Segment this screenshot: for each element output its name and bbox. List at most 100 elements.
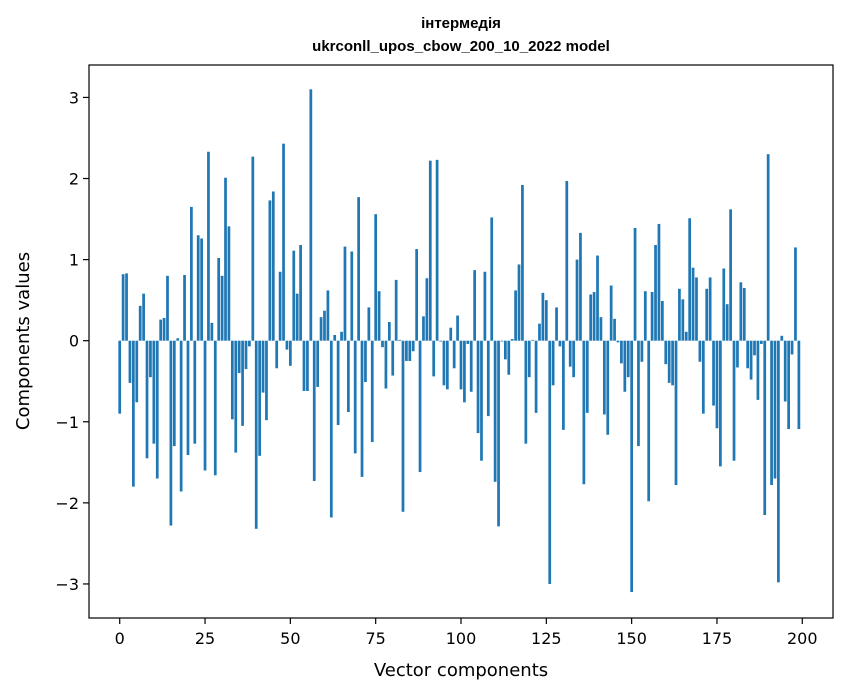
bar (217, 257, 221, 341)
bar (350, 251, 354, 341)
bar (493, 340, 497, 482)
bar (367, 307, 371, 341)
bar (783, 340, 787, 402)
bar (466, 340, 470, 344)
bar (725, 304, 729, 341)
y-tick-label: −2 (55, 494, 79, 513)
bar (565, 180, 569, 341)
bar (688, 218, 692, 341)
bar (517, 264, 521, 341)
bar (302, 340, 306, 391)
bar (504, 340, 507, 360)
bar (316, 340, 320, 387)
bar (258, 340, 262, 456)
bar (128, 340, 132, 383)
bar (401, 340, 405, 512)
bar (620, 340, 623, 364)
bar (541, 292, 545, 341)
bar (643, 291, 647, 341)
bar (452, 340, 456, 369)
bar (319, 317, 323, 341)
bar (527, 340, 531, 378)
bar (155, 340, 159, 479)
bar (193, 340, 197, 444)
bar (770, 340, 773, 486)
bar (190, 206, 193, 341)
bar (582, 340, 586, 485)
bar (575, 259, 579, 341)
y-tick-label: 2 (69, 170, 79, 189)
bar (271, 191, 275, 341)
bar (135, 340, 139, 403)
bar (347, 340, 350, 413)
bar (602, 340, 606, 415)
bar (237, 340, 241, 374)
bar (469, 340, 473, 392)
bar (736, 340, 739, 368)
bar (753, 340, 756, 356)
bar (712, 340, 715, 406)
bar (213, 340, 217, 476)
bar (251, 156, 255, 341)
bar (159, 319, 163, 341)
y-axis-label: Components values (13, 252, 34, 430)
bar (142, 293, 145, 341)
bar (599, 317, 603, 341)
bar (445, 340, 449, 390)
y-tick-label: 3 (69, 88, 79, 107)
bar (568, 340, 572, 367)
bar (387, 322, 391, 341)
x-tick-label: 0 (115, 629, 125, 648)
bar (790, 340, 794, 355)
bar (241, 340, 244, 426)
bar (678, 288, 681, 341)
bar (432, 340, 436, 377)
bar (510, 339, 514, 341)
bar (773, 340, 777, 479)
bar (295, 293, 299, 341)
bar (183, 275, 186, 341)
bar (521, 185, 524, 341)
bar (715, 340, 719, 429)
bar (336, 340, 340, 426)
bar (132, 340, 135, 487)
bar (285, 340, 289, 350)
bar (592, 292, 596, 341)
bar (705, 288, 709, 341)
y-tick-label: −1 (55, 413, 79, 432)
bar (224, 177, 227, 341)
bar (596, 255, 599, 341)
x-axis: 0 25 50 75 100 125 150 175 200 (115, 618, 818, 648)
bar (343, 246, 347, 341)
bar (418, 340, 422, 473)
bar (558, 340, 562, 347)
bar (425, 278, 429, 341)
bar (514, 290, 517, 341)
bar (364, 340, 367, 383)
bar (244, 340, 248, 370)
bar (606, 340, 610, 435)
bar (650, 292, 654, 341)
bar (203, 340, 207, 471)
bar (497, 340, 500, 527)
bar (138, 305, 142, 341)
bar (265, 340, 268, 421)
bar (531, 339, 535, 341)
bar (230, 340, 234, 420)
bar (486, 340, 490, 417)
bar (261, 340, 265, 393)
bar (722, 268, 726, 341)
bar (210, 322, 214, 341)
bar (623, 340, 627, 392)
bar (660, 300, 664, 341)
bar (695, 277, 698, 341)
bar (480, 340, 483, 461)
bar (500, 340, 504, 342)
bar (288, 340, 292, 366)
bar (579, 232, 582, 341)
bar (254, 340, 258, 529)
x-tick-label: 100 (446, 629, 477, 648)
bar (309, 89, 313, 341)
bar (671, 340, 674, 386)
bar (411, 340, 415, 352)
